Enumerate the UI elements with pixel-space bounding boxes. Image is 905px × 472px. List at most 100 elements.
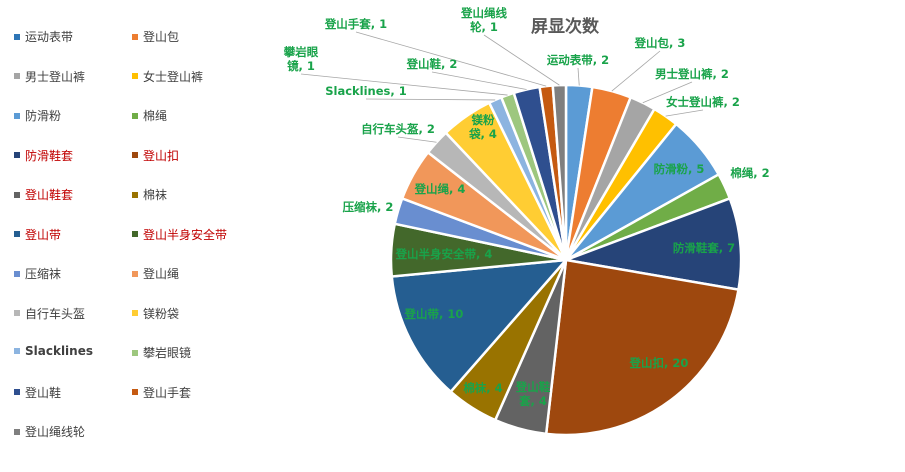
legend-item: 女士登山裤 [132, 68, 203, 85]
legend-label: 女士登山裤 [143, 69, 204, 84]
data-label-line: 压缩袜, 2 [343, 200, 394, 214]
legend-item: 棉袜 [132, 186, 167, 203]
data-label-line: 袋, 4 [468, 127, 497, 141]
leader-line [642, 81, 693, 104]
data-label: 登山手套, 1 [324, 17, 387, 31]
data-label: 防滑粉, 5 [654, 162, 705, 176]
data-label: 登山带, 10 [404, 307, 464, 321]
data-label: 女士登山裤, 2 [666, 95, 740, 109]
data-label-line: 登山绳线 [460, 6, 507, 20]
legend-label: 镁粉袋 [143, 306, 180, 321]
legend-swatch [14, 231, 20, 237]
legend-swatch [14, 428, 20, 435]
legend-label: 登山绳 [143, 267, 180, 281]
data-label: 男士登山裤, 2 [655, 67, 729, 81]
data-label-line: 自行车头盔, 2 [361, 122, 435, 136]
leader-line [483, 34, 560, 86]
legend-label: 压缩袜 [25, 267, 62, 281]
data-label-line: 运动表带, 2 [547, 53, 609, 67]
legend-swatch [132, 33, 138, 40]
leader-line [665, 109, 704, 117]
data-label: 登山鞋套, 4 [515, 380, 551, 408]
legend-swatch [132, 152, 138, 158]
data-label: 登山包, 3 [634, 36, 686, 50]
data-label-line: 登山包, 3 [634, 36, 686, 50]
data-label-line: 镜, 1 [287, 59, 315, 73]
legend-item: 登山包 [132, 28, 179, 45]
legend-label: 防滑粉 [25, 109, 62, 123]
leader-lines [300, 31, 704, 143]
data-label: 登山半身安全带, 4 [395, 247, 493, 261]
data-label-line: 登山手套, 1 [324, 17, 387, 31]
legend-label: 自行车头盔 [25, 306, 86, 321]
legend-label: 登山鞋套 [25, 188, 74, 202]
legend-label: 男士登山裤 [25, 69, 86, 84]
legend-label: 登山带 [25, 227, 62, 242]
data-label-line: 男士登山裤, 2 [655, 67, 729, 81]
legend-label: 登山手套 [143, 385, 192, 400]
data-label-line: 镁粉 [472, 113, 495, 127]
data-label-line: 登山扣, 20 [629, 356, 689, 370]
pie-slice [390, 258, 570, 394]
data-label-line: 登山半身安全带, 4 [395, 247, 493, 261]
legend-item: 登山绳线轮 [14, 423, 85, 440]
data-label-line: 女士登山裤, 2 [666, 95, 740, 109]
legend-swatch [14, 389, 20, 395]
leader-line [365, 98, 496, 101]
legend-item: 镁粉袋 [132, 305, 179, 322]
data-label: 登山扣, 20 [629, 356, 689, 370]
data-label: 登山绳, 4 [414, 182, 466, 196]
data-label-line: 套, 4 [519, 394, 547, 408]
leader-line [611, 50, 661, 92]
data-label-line: 登山鞋 [515, 380, 551, 394]
legend-item: 自行车头盔 [14, 305, 85, 322]
pie-slices [389, 83, 743, 437]
data-label-line: Slacklines, 1 [325, 84, 407, 98]
legend-label: Slacklines [25, 344, 93, 358]
legend-swatch [14, 152, 20, 158]
legend-swatch [14, 33, 20, 40]
data-label: 棉绳, 2 [730, 166, 769, 180]
data-label: 压缩袜, 2 [343, 200, 394, 214]
data-label-line: 登山鞋, 2 [406, 57, 458, 71]
legend-item: 攀岩眼镜 [132, 344, 191, 361]
leader-line [431, 71, 527, 90]
data-label-line: 防滑粉, 5 [654, 162, 705, 176]
legend-swatch [132, 191, 138, 198]
data-label: Slacklines, 1 [325, 84, 407, 98]
legend-swatch [132, 73, 138, 79]
legend-swatch [132, 270, 138, 277]
data-label-line: 登山绳, 4 [414, 182, 466, 196]
data-label-line: 棉袜, 4 [463, 381, 502, 395]
data-label: 镁粉袋, 4 [468, 113, 497, 141]
legend-item: 运动表带 [14, 28, 73, 45]
legend-label: 登山扣 [143, 148, 180, 163]
leader-line [577, 67, 580, 86]
legend-item: 登山绳 [132, 265, 179, 282]
legend-swatch [132, 389, 138, 395]
legend-swatch [14, 112, 20, 119]
data-label: 棉袜, 4 [463, 381, 502, 395]
data-label-line: 棉绳, 2 [730, 166, 769, 180]
legend-item: 压缩袜 [14, 265, 61, 282]
legend-label: 登山包 [143, 30, 180, 44]
legend-item: 登山鞋套 [14, 186, 73, 203]
legend-label: 登山鞋 [25, 385, 62, 400]
legend-label: 棉绳 [143, 109, 168, 123]
legend-item: 登山扣 [132, 147, 179, 164]
legend-item: 登山半身安全带 [132, 226, 227, 243]
legend-swatch [132, 112, 138, 119]
legend-item: Slacklines [14, 344, 93, 358]
legend-label: 防滑鞋套 [25, 148, 74, 163]
legend-item: 登山手套 [132, 384, 191, 401]
legend-swatch [132, 310, 138, 316]
legend-label: 运动表带 [25, 30, 74, 44]
data-label-line: 攀岩眼 [283, 45, 319, 59]
data-labels: 运动表带, 2 登山包, 3 男士登山裤, 2 女士登山裤, 2 防滑粉, 5 棉绳, 2… [283, 6, 770, 408]
data-label-line: 防滑鞋套, 7 [673, 241, 735, 255]
leader-line [355, 31, 547, 87]
legend-swatch [132, 231, 138, 237]
chart-title: 屏显次数 [531, 16, 600, 37]
data-label: 登山绳线轮, 1 [460, 6, 507, 34]
